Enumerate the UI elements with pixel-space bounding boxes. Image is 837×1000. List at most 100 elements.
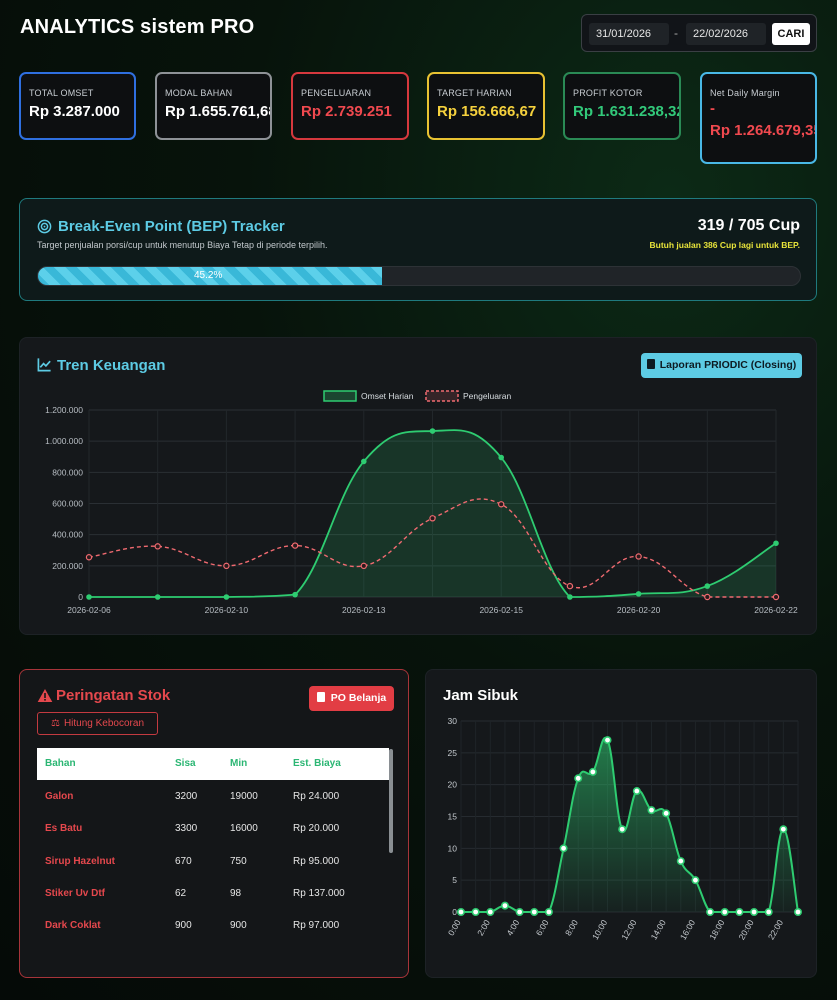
data-point-omset [773, 540, 779, 547]
stat-card: TOTAL OMSET Rp 3.287.000 [19, 72, 136, 140]
data-point-jam [662, 809, 671, 818]
data-point-pengeluaran [566, 582, 574, 590]
x-tick-label: 2026-02-10 [205, 605, 249, 615]
bep-title: Break-Even Point (BEP) Tracker [58, 218, 285, 235]
laporan-periodic-button[interactable]: Laporan PRIODIC (Closing) [641, 353, 802, 378]
stock-cell: 670 [175, 855, 192, 867]
data-point-omset [704, 583, 711, 589]
y-tick-label: 600.000 [52, 499, 83, 509]
line-chart-icon [37, 358, 51, 372]
table-row[interactable]: Dark Coklat 900 900 Rp 97.000 [37, 909, 389, 941]
data-point-jam [574, 774, 583, 783]
y-tick-label: 30 [448, 716, 458, 726]
stock-cell: Rp 20.000 [293, 823, 340, 835]
data-point-omset [292, 591, 298, 598]
stat-card: MODAL BAHAN Rp 1.655.761,68 [155, 72, 272, 140]
x-tick-label: 2026-02-06 [67, 605, 111, 615]
stock-cell: Rp 95.000 [293, 855, 340, 867]
data-point-pengeluaran [154, 543, 161, 550]
column-header: Bahan [45, 758, 76, 769]
document-icon [646, 359, 655, 369]
stock-item-name: Stiker Uv Dtf [45, 887, 106, 899]
bep-progress-label: 45.2% [194, 270, 223, 281]
data-point-pengeluaran [85, 554, 93, 561]
series-area-jam [461, 737, 798, 912]
data-point-jam [530, 908, 539, 917]
stat-card-value: Rp 1.631.238,32 [573, 103, 681, 120]
data-point-jam [515, 908, 524, 917]
y-tick-label: 0 [78, 592, 83, 602]
y-tick-label: 0 [452, 907, 457, 917]
stat-card-value: Rp 156.666,67 [437, 103, 537, 120]
table-row[interactable]: Sirup Hazelnut 670 750 Rp 95.000 [37, 845, 389, 877]
table-row[interactable]: Stiker Uv Dtf 62 98 Rp 137.000 [37, 877, 389, 909]
data-point-jam [471, 908, 480, 917]
data-point-jam [500, 901, 509, 910]
stat-card-label: PROFIT KOTOR [573, 88, 643, 98]
po-belanja-button[interactable]: PO Belanja [309, 686, 394, 711]
x-tick-label: 2026-02-22 [754, 605, 798, 615]
table-row[interactable]: Galon 3200 19000 Rp 24.000 [37, 780, 389, 812]
stock-cell: 750 [230, 855, 247, 867]
y-tick-label: 10 [448, 843, 458, 853]
legend-label: Omset Harian [361, 391, 414, 401]
stock-cell: 900 [230, 920, 247, 932]
date-from-input[interactable]: 31/01/2026 [589, 23, 669, 45]
data-point-jam [691, 876, 700, 885]
x-tick-label: 16:00 [678, 918, 697, 942]
bep-count: 319 / 705 Cup [697, 217, 800, 234]
data-point-jam [618, 825, 627, 834]
y-tick-label: 200.000 [52, 561, 83, 571]
data-point-omset [635, 591, 642, 597]
data-point-pengeluaran [360, 562, 367, 570]
jam-sibuk-panel: Jam Sibuk 0 5 10 15 20 25 30 0:00 2:00 4:00 6:00 8:… [425, 669, 817, 978]
table-row[interactable]: Es Batu 3300 16000 Rp 20.000 [37, 812, 389, 844]
y-tick-label: 1.000.000 [45, 436, 83, 446]
scale-icon: ⚖ [50, 718, 60, 729]
stat-card: TARGET HARIAN Rp 156.666,67 [427, 72, 545, 140]
x-tick-label: 2026-02-13 [342, 605, 386, 615]
data-point-jam [720, 908, 729, 917]
stat-card-value: Rp 1.264.679,35 [710, 122, 817, 139]
y-tick-label: 800.000 [52, 467, 83, 477]
data-point-jam [544, 908, 553, 917]
date-range-filter: 31/01/2026 - 22/02/2026 CARI [581, 14, 817, 52]
date-separator: - [674, 26, 678, 40]
bep-tracker-panel: Break-Even Point (BEP) Tracker Target pe… [19, 198, 817, 301]
hitung-kebocoran-button[interactable]: ⚖ Hitung Kebocoran [37, 712, 158, 735]
stock-cell: 3300 [175, 823, 198, 835]
stock-warning-panel: Peringatan Stok PO Belanja ⚖ Hitung Keboc… [19, 669, 409, 978]
jam-sibuk-title: Jam Sibuk [443, 687, 519, 704]
data-point-jam [456, 908, 465, 917]
stat-card-value: Rp 2.739.251 [301, 103, 392, 120]
data-point-jam [588, 767, 597, 776]
date-to-input[interactable]: 22/02/2026 [686, 23, 766, 45]
legend-label: Pengeluaran [463, 391, 511, 401]
x-tick-label: 12:00 [619, 918, 638, 942]
data-point-pengeluaran [291, 542, 299, 549]
search-button[interactable]: CARI [772, 23, 810, 45]
x-tick-label: 10:00 [590, 918, 609, 942]
stock-item-name: Sirup Hazelnut [45, 855, 116, 867]
stat-card-label: Net Daily Margin [710, 88, 780, 98]
table-scrollbar[interactable] [389, 749, 393, 853]
data-point-omset [498, 454, 505, 461]
stock-item-name: Es Batu [45, 823, 83, 835]
y-tick-label: 1.200.000 [45, 405, 83, 415]
data-point-omset [86, 594, 92, 600]
stat-card-value: Rp 3.287.000 [29, 103, 120, 120]
warning-icon [37, 689, 53, 702]
stat-card-label: TARGET HARIAN [437, 88, 512, 98]
stock-cell: 19000 [230, 791, 258, 802]
data-point-jam [603, 736, 612, 745]
stock-table: Bahan Sisa Min Est. Biaya Galon 3200 19000… [37, 748, 393, 944]
data-point-jam [735, 908, 744, 917]
data-point-jam [676, 857, 685, 866]
bep-subtitle: Target penjualan porsi/cup untuk menutup… [37, 240, 328, 250]
data-point-jam [750, 908, 759, 917]
tren-title: Tren Keuangan [57, 357, 166, 374]
receipt-icon [316, 692, 325, 702]
data-point-omset [223, 594, 230, 600]
column-header: Min [230, 758, 248, 769]
data-point-jam [647, 806, 656, 815]
